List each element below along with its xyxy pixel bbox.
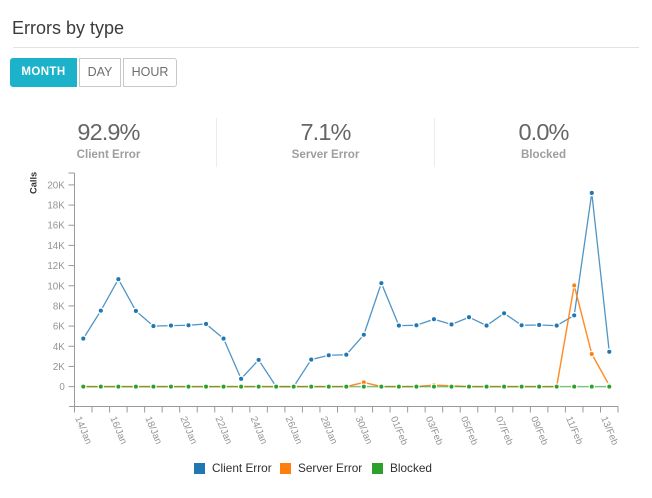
svg-text:18K: 18K bbox=[47, 201, 65, 212]
svg-text:0: 0 bbox=[59, 382, 65, 393]
svg-text:4K: 4K bbox=[53, 342, 65, 353]
svg-text:13/Feb: 13/Feb bbox=[598, 415, 620, 447]
svg-text:14/Jan: 14/Jan bbox=[72, 415, 93, 446]
svg-text:24/Jan: 24/Jan bbox=[248, 415, 269, 446]
svg-text:18/Jan: 18/Jan bbox=[142, 415, 163, 446]
svg-text:8K: 8K bbox=[53, 301, 65, 312]
svg-text:14K: 14K bbox=[47, 241, 65, 252]
svg-text:16K: 16K bbox=[47, 221, 65, 232]
svg-text:07/Feb: 07/Feb bbox=[493, 415, 515, 447]
svg-text:03/Feb: 03/Feb bbox=[423, 415, 445, 447]
svg-text:16/Jan: 16/Jan bbox=[107, 415, 128, 446]
svg-text:28/Jan: 28/Jan bbox=[318, 415, 339, 446]
svg-text:30/Jan: 30/Jan bbox=[353, 415, 374, 446]
svg-text:22/Jan: 22/Jan bbox=[212, 415, 233, 446]
svg-text:10K: 10K bbox=[47, 281, 65, 292]
svg-text:05/Feb: 05/Feb bbox=[458, 415, 480, 447]
svg-text:01/Feb: 01/Feb bbox=[388, 415, 410, 447]
svg-text:20/Jan: 20/Jan bbox=[177, 415, 198, 446]
svg-text:6K: 6K bbox=[53, 322, 65, 333]
svg-text:09/Feb: 09/Feb bbox=[528, 415, 550, 447]
svg-text:20K: 20K bbox=[47, 180, 65, 191]
svg-text:11/Feb: 11/Feb bbox=[563, 415, 585, 446]
svg-text:Calls: Calls bbox=[29, 172, 39, 194]
svg-text:26/Jan: 26/Jan bbox=[283, 415, 304, 446]
svg-text:2K: 2K bbox=[53, 362, 65, 373]
svg-text:12K: 12K bbox=[47, 261, 65, 272]
